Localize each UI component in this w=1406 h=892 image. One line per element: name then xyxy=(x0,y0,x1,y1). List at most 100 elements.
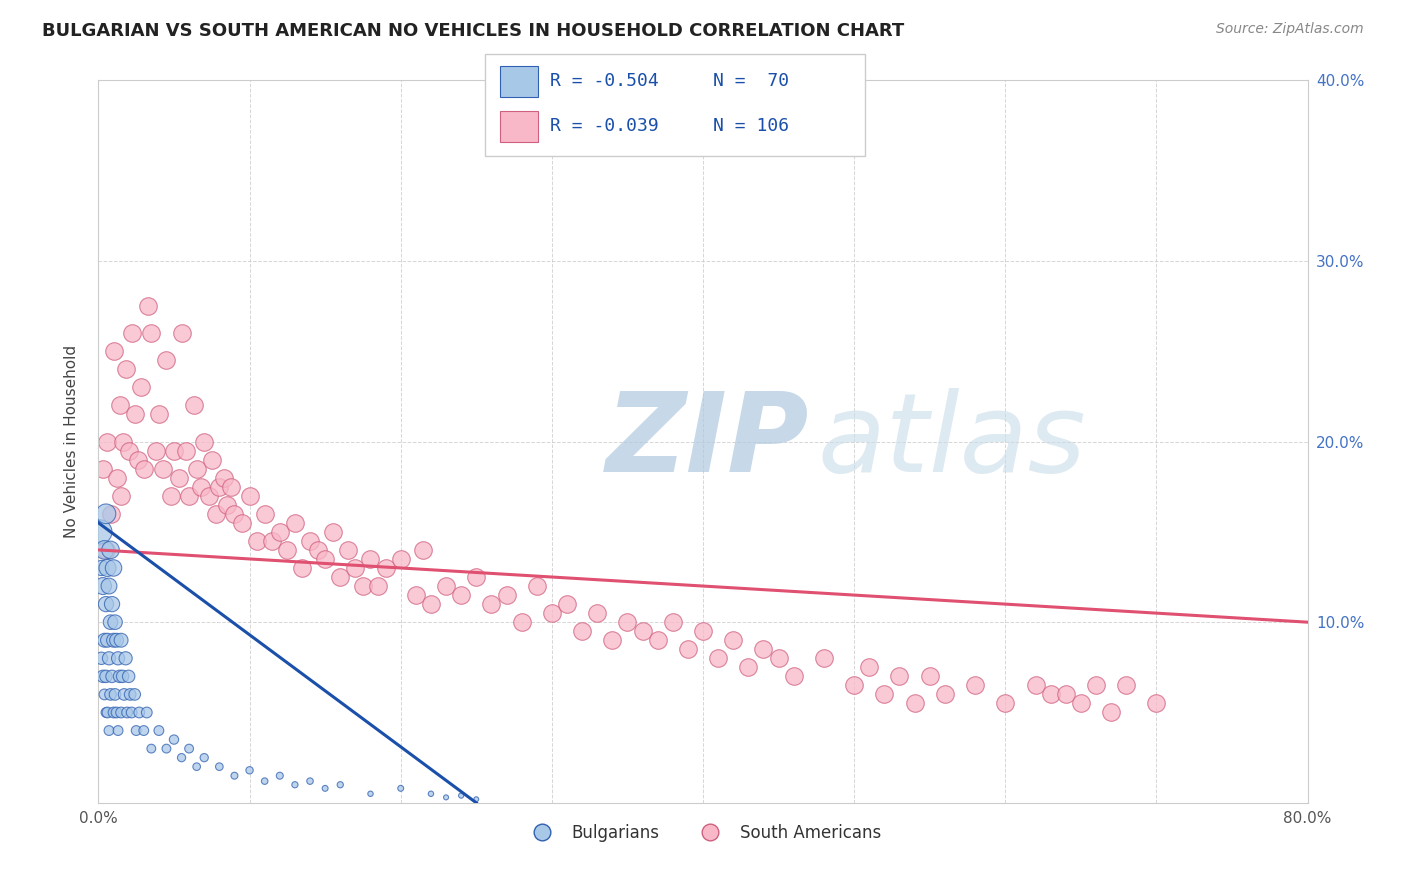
Point xyxy=(844,678,866,692)
Legend: Bulgarians, South Americans: Bulgarians, South Americans xyxy=(519,817,887,848)
Point xyxy=(141,326,163,340)
Point xyxy=(174,443,197,458)
Point xyxy=(100,687,122,701)
Point xyxy=(322,524,344,539)
Point xyxy=(389,552,412,566)
Point xyxy=(676,642,699,657)
Point xyxy=(167,471,190,485)
Point xyxy=(132,723,155,738)
Point xyxy=(190,480,212,494)
Point xyxy=(186,461,208,475)
Point xyxy=(1054,687,1077,701)
Y-axis label: No Vehicles in Household: No Vehicles in Household xyxy=(65,345,79,538)
Point xyxy=(284,778,307,792)
Point xyxy=(284,516,307,530)
FancyBboxPatch shape xyxy=(501,111,538,142)
Point xyxy=(420,787,443,801)
Point xyxy=(186,760,208,774)
Point xyxy=(314,552,336,566)
Point xyxy=(269,769,291,783)
Point xyxy=(124,408,146,422)
Point xyxy=(307,542,329,557)
Point xyxy=(336,542,359,557)
Point xyxy=(94,507,117,521)
Point xyxy=(269,524,291,539)
Point xyxy=(179,741,201,756)
Point xyxy=(752,642,775,657)
Point xyxy=(1099,706,1122,720)
Point xyxy=(124,687,146,701)
Point xyxy=(205,507,228,521)
Point xyxy=(105,706,128,720)
Point xyxy=(127,452,149,467)
Point xyxy=(128,706,150,720)
Point xyxy=(163,732,186,747)
Point xyxy=(110,633,132,648)
Point xyxy=(450,588,472,602)
Point xyxy=(90,561,112,575)
Point xyxy=(155,353,177,368)
Point xyxy=(98,651,121,665)
Point xyxy=(115,706,138,720)
Point xyxy=(103,706,125,720)
Point xyxy=(103,561,125,575)
Point xyxy=(107,723,129,738)
Point xyxy=(101,669,124,683)
Point xyxy=(93,687,115,701)
Point xyxy=(132,461,155,475)
Point xyxy=(571,624,593,639)
Point xyxy=(103,633,125,648)
Point xyxy=(101,597,124,611)
Point xyxy=(183,398,205,412)
Text: Source: ZipAtlas.com: Source: ZipAtlas.com xyxy=(1216,22,1364,37)
Point xyxy=(631,624,654,639)
Point xyxy=(98,723,121,738)
Point xyxy=(108,398,131,412)
Point xyxy=(1085,678,1108,692)
Point xyxy=(100,507,122,521)
Point xyxy=(121,326,143,340)
Text: N =  70: N = 70 xyxy=(713,72,789,90)
Point xyxy=(246,533,269,548)
Point xyxy=(96,633,118,648)
Point xyxy=(100,615,122,630)
Point xyxy=(110,489,132,503)
Point xyxy=(114,651,136,665)
Point xyxy=(148,723,170,738)
Point xyxy=(1115,678,1137,692)
Point xyxy=(129,380,152,394)
Point xyxy=(141,741,163,756)
Point xyxy=(94,669,117,683)
Point xyxy=(647,633,669,648)
Point xyxy=(155,741,177,756)
Point xyxy=(526,579,548,593)
Point xyxy=(208,480,231,494)
Point xyxy=(352,579,374,593)
Point xyxy=(239,764,262,778)
Text: R = -0.504: R = -0.504 xyxy=(550,72,658,90)
Point xyxy=(160,489,183,503)
Text: R = -0.039: R = -0.039 xyxy=(550,118,658,136)
Point xyxy=(389,781,412,796)
Point xyxy=(783,669,806,683)
Point xyxy=(135,706,157,720)
Point xyxy=(344,561,367,575)
Point xyxy=(262,533,284,548)
Point xyxy=(602,633,624,648)
Point xyxy=(299,774,322,789)
Point xyxy=(1144,697,1167,711)
Point xyxy=(91,579,114,593)
Point xyxy=(91,669,114,683)
Point xyxy=(152,461,174,475)
Point xyxy=(495,588,517,602)
Point xyxy=(692,624,714,639)
FancyBboxPatch shape xyxy=(485,54,865,156)
Point xyxy=(100,542,122,557)
Point xyxy=(89,524,111,539)
Point xyxy=(889,669,911,683)
Text: atlas: atlas xyxy=(818,388,1087,495)
Point xyxy=(276,542,298,557)
Point xyxy=(105,633,128,648)
Point xyxy=(314,781,336,796)
Point xyxy=(291,561,314,575)
